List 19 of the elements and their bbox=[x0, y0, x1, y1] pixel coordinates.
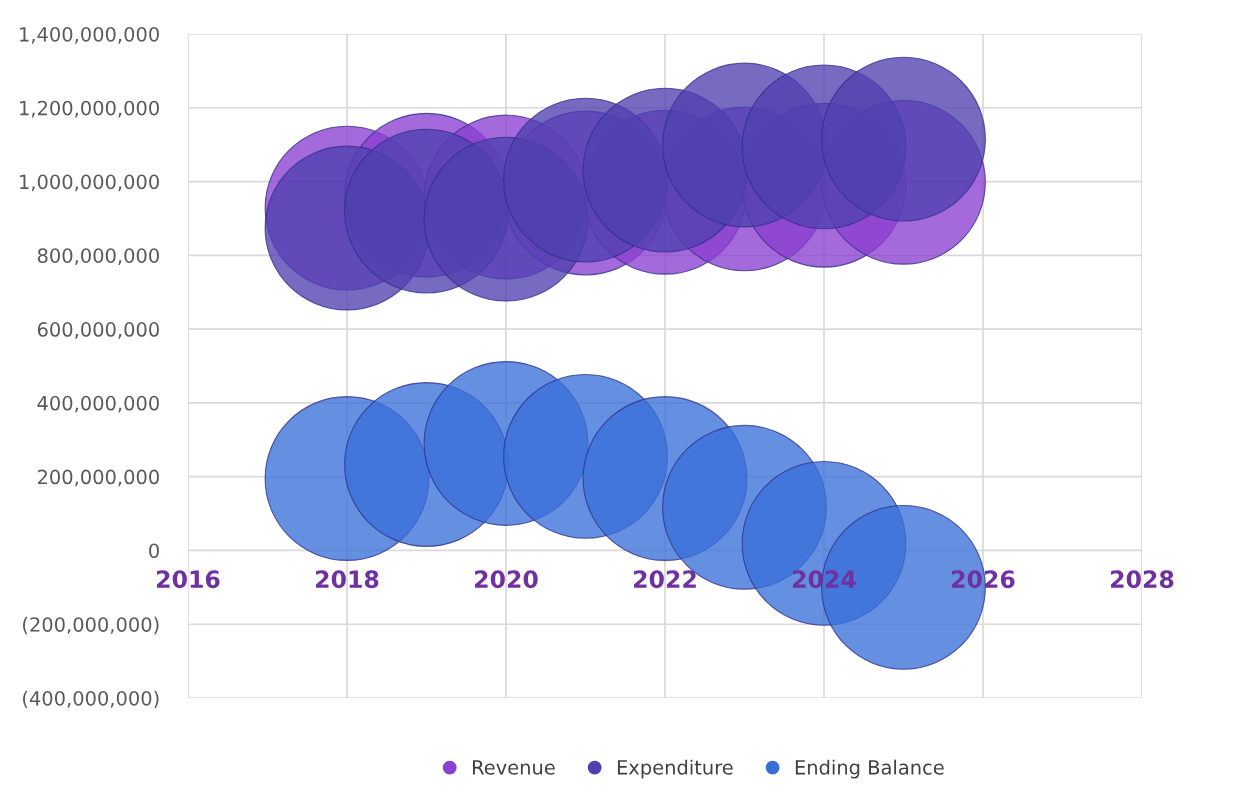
legend-label: Ending Balance bbox=[795, 759, 944, 779]
x-tick-label: 2028 bbox=[1111, 570, 1174, 589]
y-tick-label: 400,000,000 bbox=[37, 395, 159, 413]
legend-label: Revenue bbox=[473, 760, 555, 775]
legend-label: Expenditure bbox=[617, 759, 733, 779]
y-tick-label: 1,200,000,000 bbox=[20, 100, 159, 118]
y-tick-label: 0 bbox=[149, 543, 159, 559]
x-tick-label: 2024 bbox=[793, 570, 856, 589]
y-tick-label: 600,000,000 bbox=[37, 322, 159, 339]
y-tick-label: 1,400,000,000 bbox=[20, 26, 159, 44]
y-tick-label: 800,000,000 bbox=[37, 248, 159, 265]
y-tick-label: 1,000,000,000 bbox=[20, 174, 159, 192]
x-tick-label: 2016 bbox=[157, 570, 220, 589]
y-tick-label: 200,000,000 bbox=[37, 469, 159, 487]
x-tick-label: 2020 bbox=[475, 570, 538, 589]
x-tick-label: 2018 bbox=[316, 570, 379, 589]
x-tick-label: 2022 bbox=[634, 570, 696, 589]
y-tick-label: (200,000,000) bbox=[23, 616, 159, 635]
y-tick-label: (400,000,000) bbox=[23, 690, 159, 708]
